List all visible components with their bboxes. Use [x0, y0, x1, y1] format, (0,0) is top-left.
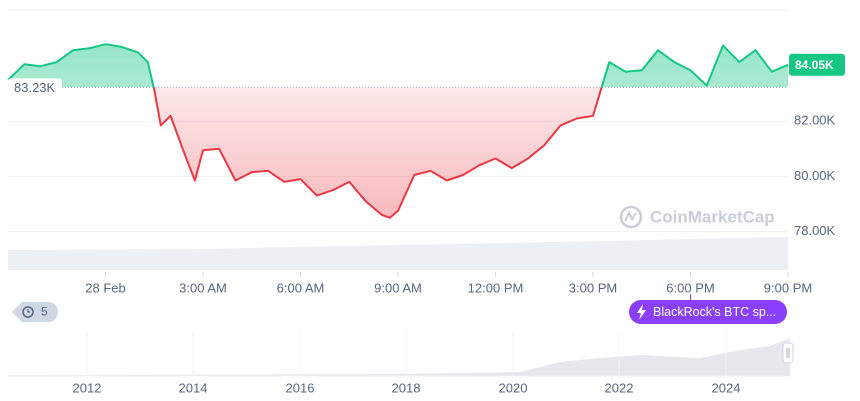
- x-tick-label: 9:00 PM: [764, 280, 812, 295]
- events-badge[interactable]: 5: [12, 302, 58, 322]
- navigator-label: 2020: [499, 380, 528, 395]
- annotation-icon: [637, 304, 646, 320]
- annotation-label: BlackRock's BTC sp...: [653, 305, 776, 319]
- area-down: [8, 87, 788, 218]
- baseline-label: 83.23K: [14, 80, 56, 95]
- baseline-tag: [8, 78, 62, 97]
- x-tick-label: 3:00 AM: [179, 280, 227, 295]
- volume-area: [8, 237, 788, 270]
- x-tick-label: 3:00 PM: [569, 280, 617, 295]
- x-tick-label: 9:00 AM: [374, 280, 422, 295]
- navigator-label: 2018: [392, 380, 421, 395]
- watermark: CoinMarketCap: [650, 207, 775, 226]
- y-tick-label: 78.00K: [794, 223, 836, 238]
- events-count: 5: [41, 305, 48, 319]
- watermark-logo: [619, 205, 643, 229]
- navigator-label: 2022: [605, 380, 634, 395]
- x-tick-label: 6:00 PM: [666, 280, 714, 295]
- navigator-handle[interactable]: [782, 342, 794, 364]
- x-tick-label: 6:00 AM: [277, 280, 325, 295]
- current-tag: [789, 53, 845, 76]
- price-line: [7, 43, 789, 219]
- y-tick-label: 80.00K: [794, 168, 836, 183]
- x-tick-label: 12:00 PM: [468, 280, 524, 295]
- navigator-area: [8, 338, 790, 376]
- navigator-label: 2024: [712, 380, 741, 395]
- y-tick-label: 82.00K: [794, 113, 836, 128]
- navigator-label: 2014: [179, 380, 208, 395]
- annotation-pill[interactable]: [629, 300, 787, 324]
- current-label: 84.05K: [795, 58, 834, 72]
- navigator-label: 2012: [73, 380, 102, 395]
- area-up: [8, 44, 788, 88]
- navigator-label: 2016: [286, 380, 315, 395]
- x-tick-label: 28 Feb: [85, 280, 125, 295]
